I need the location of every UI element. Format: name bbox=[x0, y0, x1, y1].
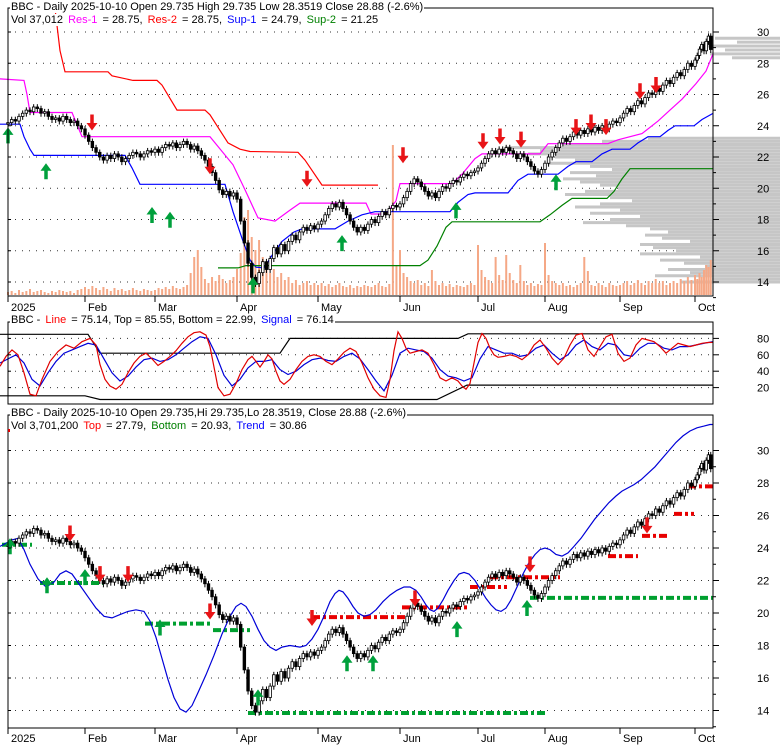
legend-segment: Res-1 bbox=[67, 14, 99, 26]
top-panel-legend: Vol 37,012 Res-1 = 28.75, Res-2 = 28.75,… bbox=[10, 14, 380, 26]
legend-segment: Vol 37,012 bbox=[10, 14, 68, 26]
svg-text:Jun: Jun bbox=[403, 302, 421, 314]
bottom-candles bbox=[6, 451, 713, 716]
svg-text:Sep: Sep bbox=[623, 733, 643, 745]
svg-text:60: 60 bbox=[757, 350, 769, 362]
legend-segment: = 28.75, bbox=[177, 14, 227, 26]
svg-text:Sep: Sep bbox=[623, 302, 643, 314]
svg-text:Jul: Jul bbox=[481, 733, 495, 745]
svg-text:22: 22 bbox=[757, 152, 769, 164]
bottom-signal-arrows bbox=[4, 517, 653, 706]
legend-segment: = 21.25 bbox=[337, 14, 380, 26]
legend-segment: Sup-2 bbox=[305, 14, 338, 26]
svg-text:Oct: Oct bbox=[698, 733, 715, 745]
svg-text:Mar: Mar bbox=[158, 733, 177, 745]
top-candles bbox=[6, 33, 713, 287]
oscillator-panel-legend: BBC - Line = 75.14, Top = 85.55, Bottom … bbox=[10, 314, 335, 326]
legend-segment: = 24.79, bbox=[257, 14, 306, 26]
svg-text:16: 16 bbox=[757, 673, 769, 685]
svg-text:30: 30 bbox=[757, 27, 769, 39]
svg-text:26: 26 bbox=[757, 511, 769, 523]
legend-segment: Res-2 bbox=[146, 14, 178, 26]
svg-text:30: 30 bbox=[757, 446, 769, 458]
svg-text:28: 28 bbox=[757, 58, 769, 70]
svg-text:May: May bbox=[321, 733, 342, 745]
legend-segment: Sup-1 bbox=[226, 14, 258, 26]
svg-text:Apr: Apr bbox=[240, 302, 257, 314]
top-signal-arrows bbox=[2, 76, 662, 294]
svg-text:Jun: Jun bbox=[403, 733, 421, 745]
svg-text:24: 24 bbox=[757, 543, 769, 555]
osc-gridlines bbox=[8, 337, 713, 389]
svg-text:80: 80 bbox=[757, 333, 769, 345]
svg-text:14: 14 bbox=[757, 277, 769, 289]
legend-segment: = 28.75, bbox=[98, 14, 147, 26]
top-panel-title: BBC - Daily 2025-10-10 Open 29.735 High … bbox=[10, 1, 425, 13]
svg-text:2025: 2025 bbox=[11, 733, 35, 745]
top-volume-profile bbox=[505, 36, 780, 284]
svg-text:Aug: Aug bbox=[548, 302, 568, 314]
legend-segment: Top bbox=[82, 420, 103, 432]
svg-text:Apr: Apr bbox=[240, 733, 257, 745]
svg-text:22: 22 bbox=[757, 576, 769, 588]
svg-text:24: 24 bbox=[757, 121, 769, 133]
svg-text:20: 20 bbox=[757, 183, 769, 195]
svg-text:40: 40 bbox=[757, 366, 769, 378]
svg-text:May: May bbox=[321, 302, 342, 314]
top-overlay-lines bbox=[0, 8, 714, 269]
legend-segment: = 30.86 bbox=[265, 420, 308, 432]
svg-text:18: 18 bbox=[757, 641, 769, 653]
svg-text:Oct: Oct bbox=[698, 302, 715, 314]
legend-segment: Vol 3,701,200 bbox=[10, 420, 83, 432]
legend-segment: Bottom bbox=[150, 420, 188, 432]
legend-segment: = 75.14, Top = 85.55, Bottom = 22.99, bbox=[67, 314, 261, 326]
legend-segment: = 76.14 bbox=[292, 314, 335, 326]
top-panel-frame: 30 28 26 24 22 20 18 16 14 2025 Feb Mar Apr May Jun Jul… bbox=[7, 7, 769, 314]
svg-text:Aug: Aug bbox=[548, 733, 568, 745]
legend-segment: = 27.79, bbox=[102, 420, 151, 432]
svg-text:Feb: Feb bbox=[88, 733, 107, 745]
legend-segment: Signal bbox=[260, 314, 293, 326]
svg-text:Jul: Jul bbox=[481, 302, 495, 314]
svg-text:Mar: Mar bbox=[158, 302, 177, 314]
bottom-panel-title: BBC - Daily 2025-10-10 Open 29.735,Hi 29… bbox=[10, 407, 408, 419]
osc-panel-frame: 80 60 40 20 bbox=[7, 321, 769, 405]
svg-text:Feb: Feb bbox=[88, 302, 107, 314]
legend-segment: BBC - bbox=[10, 314, 45, 326]
legend-segment: Trend bbox=[235, 420, 266, 432]
svg-text:16: 16 bbox=[757, 246, 769, 258]
svg-text:28: 28 bbox=[757, 478, 769, 490]
legend-segment: Line bbox=[44, 314, 68, 326]
svg-text:18: 18 bbox=[757, 215, 769, 227]
svg-text:14: 14 bbox=[757, 706, 769, 718]
svg-text:26: 26 bbox=[757, 90, 769, 102]
svg-text:20: 20 bbox=[757, 383, 769, 395]
bottom-trend-line bbox=[0, 423, 713, 713]
legend-segment: = 20.93, bbox=[187, 420, 236, 432]
bottom-support-segments bbox=[2, 542, 713, 715]
bottom-panel-legend: Vol 3,701,200 Top = 27.79, Bottom = 20.9… bbox=[10, 420, 308, 432]
osc-series bbox=[0, 330, 714, 401]
svg-text:20: 20 bbox=[757, 608, 769, 620]
svg-text:2025: 2025 bbox=[11, 302, 35, 314]
